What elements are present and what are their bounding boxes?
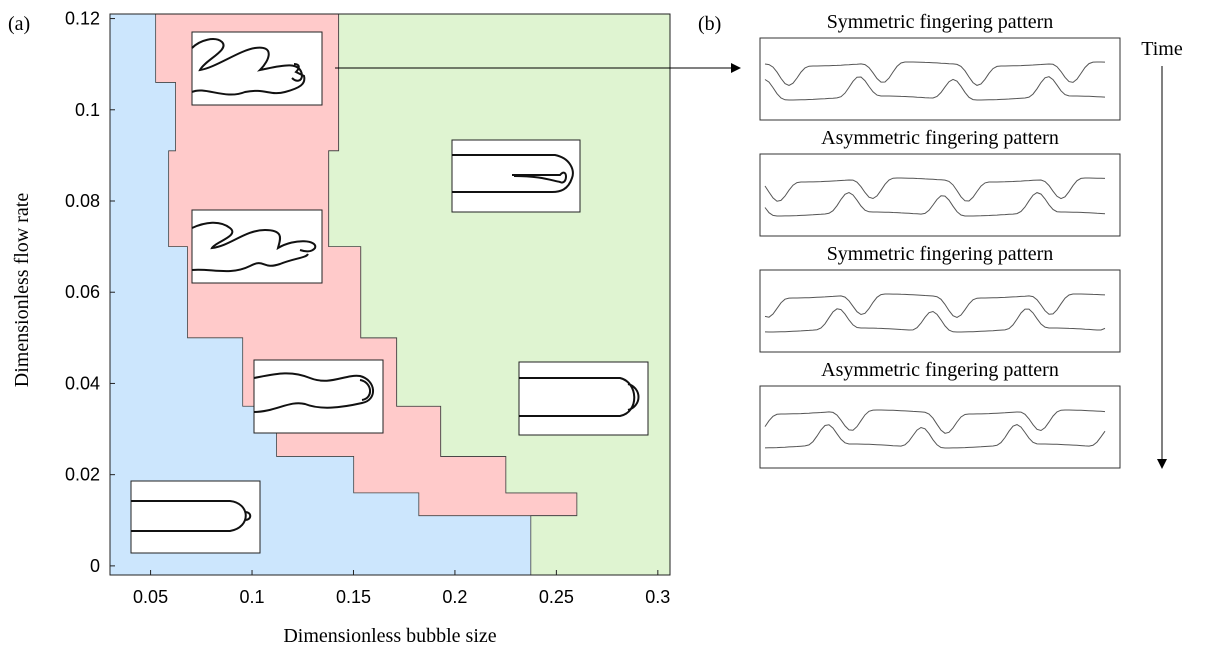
y-tick-label: 0.04 — [65, 373, 100, 393]
x-tick-label: 0.3 — [645, 587, 670, 607]
pattern-title: Symmetric fingering pattern — [827, 243, 1054, 265]
time-label: Time — [1141, 38, 1183, 60]
x-tick-label: 0.05 — [133, 587, 168, 607]
pattern — [760, 38, 1120, 120]
pattern — [760, 270, 1120, 352]
x-axis-label: Dimensionless bubble size — [283, 625, 496, 647]
inset — [192, 210, 322, 283]
panel-b: Symmetric fingering pattern Asymmetric fi… — [760, 11, 1120, 468]
inset — [131, 481, 260, 553]
pattern — [760, 386, 1120, 468]
x-tick-label: 0.25 — [539, 587, 574, 607]
panel-label: (b) — [698, 13, 721, 35]
pattern-box — [760, 270, 1120, 352]
x-tick-label: 0.15 — [336, 587, 371, 607]
panel-label: (a) — [8, 13, 30, 35]
figure: 0.05 0.1 0.15 0.2 0.25 0.3 0 0.02 0.04 0.06 0.08 0.… — [0, 0, 1206, 648]
y-tick-label: 0.12 — [65, 9, 100, 29]
pattern-title: Asymmetric fingering pattern — [821, 359, 1059, 381]
inset — [254, 360, 383, 433]
y-tick-label: 0.08 — [65, 191, 100, 211]
y-tick-label: 0.02 — [65, 465, 100, 485]
x-tick-label: 0.1 — [240, 587, 265, 607]
y-axis-label: Dimensionless flow rate — [11, 193, 33, 388]
inset — [452, 140, 580, 212]
pattern-title: Symmetric fingering pattern — [827, 11, 1054, 33]
y-tick-label: 0.1 — [75, 100, 100, 120]
y-tick-label: 0.06 — [65, 282, 100, 302]
pattern-title: Asymmetric fingering pattern — [821, 127, 1059, 149]
inset — [519, 362, 648, 435]
pattern-box — [760, 386, 1120, 468]
x-tick-label: 0.2 — [442, 587, 467, 607]
inset — [192, 32, 322, 105]
pattern — [760, 154, 1120, 236]
y-tick-label: 0 — [90, 556, 100, 576]
